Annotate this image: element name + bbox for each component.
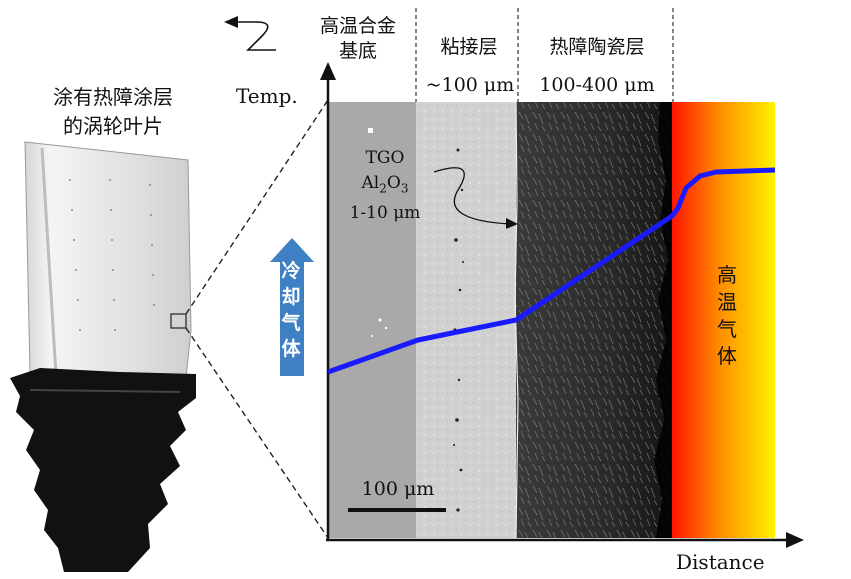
cooling-gas-label: 冷 却 气 体 xyxy=(276,258,306,362)
x-axis-label: Distance xyxy=(676,550,765,574)
cooling-gas-char: 体 xyxy=(281,338,301,360)
hot-gas-char: 高 xyxy=(717,263,737,287)
tgo-layer xyxy=(514,101,519,539)
cooling-gas-char: 却 xyxy=(281,286,301,308)
tgo-label-line1: TGO xyxy=(365,148,405,168)
hot-gas-char: 温 xyxy=(717,290,737,314)
cooling-gas-char: 冷 xyxy=(281,260,301,282)
bond-coat-region xyxy=(416,102,516,538)
substrate-region xyxy=(328,102,416,538)
tgo-label: TGO Al2O3 1-10 μm xyxy=(340,146,430,226)
y-axis-label: Temp. xyxy=(236,84,298,108)
substrate-specks xyxy=(368,128,388,337)
hot-gas-char: 体 xyxy=(717,344,737,368)
bond-coat-header: 粘接层 xyxy=(440,36,498,58)
substrate-header-line2: 基底 xyxy=(338,40,377,62)
x-axis-arrow-icon xyxy=(786,532,804,548)
cooling-gas-char: 气 xyxy=(281,312,301,334)
zoom-box xyxy=(170,313,187,329)
hot-gas-region xyxy=(672,102,775,538)
blade-caption-line2: 的涡轮叶片 xyxy=(63,114,163,138)
substrate-header: 高温合金 基底 xyxy=(308,14,408,64)
tgo-label-line3: 1-10 μm xyxy=(349,203,421,224)
tgo-pointer-arrow-icon xyxy=(506,218,518,229)
blade-caption: 涂有热障涂层 的涡轮叶片 xyxy=(28,83,198,141)
zoom-line-bottom xyxy=(185,327,329,539)
zoom-line-top xyxy=(185,99,329,315)
cooling-gas-arrow-icon xyxy=(270,238,314,376)
scale-bar-label: 100 μm xyxy=(361,478,435,500)
tgo-label-line2: Al2O3 xyxy=(361,173,409,196)
squiggle-arrow-icon xyxy=(224,16,238,28)
flow-squiggle xyxy=(230,21,276,51)
ceramic-header: 热障陶瓷层 xyxy=(549,36,645,58)
hot-gas-label: 高 温 气 体 xyxy=(712,262,742,370)
blade-caption-line1: 涂有热障涂层 xyxy=(53,85,173,109)
turbine-blade xyxy=(10,141,196,572)
hot-gas-char: 气 xyxy=(717,317,737,341)
bond-coat-thickness: ~100 μm xyxy=(425,74,515,96)
substrate-header-line1: 高温合金 xyxy=(319,15,396,37)
temperature-profile-line xyxy=(327,167,776,375)
tgo-pointer xyxy=(433,167,511,225)
ceramic-thickness: 100-400 μm xyxy=(539,74,655,96)
y-axis-arrow-icon xyxy=(320,62,336,80)
